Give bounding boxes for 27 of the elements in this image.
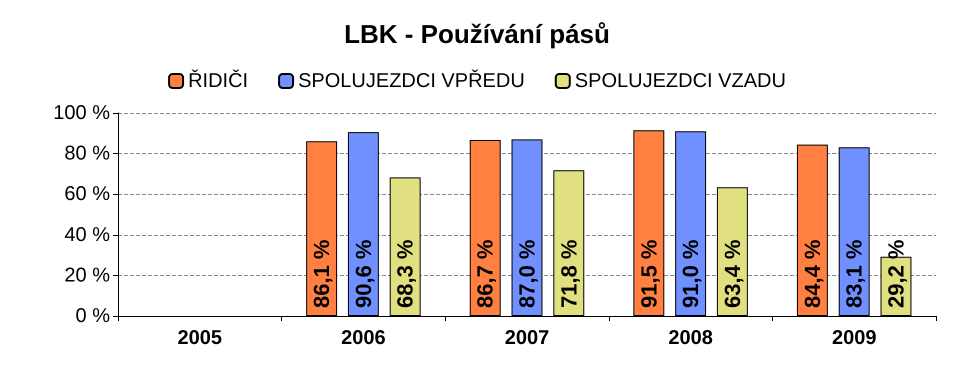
data-label: 84,4 % — [800, 240, 825, 308]
legend-label: SPOLUJEZDCI VPŘEDU — [298, 69, 525, 92]
y-tick-label: 0 % — [76, 305, 110, 327]
data-label: 86,1 % — [309, 240, 334, 308]
data-label: 83,1 % — [842, 240, 867, 308]
x-tick-label: 2005 — [178, 327, 222, 349]
legend-label: ŘIDIČI — [188, 69, 248, 92]
y-tick-label: 100 % — [53, 102, 110, 124]
data-label: 90,6 % — [350, 240, 376, 308]
y-tick-label: 40 % — [64, 224, 110, 246]
data-label: 29,2 % — [883, 240, 908, 308]
y-tick-label: 20 % — [64, 264, 110, 286]
x-tick-label: 2006 — [341, 327, 386, 349]
x-tick-label: 2008 — [668, 327, 713, 349]
data-label: 68,3 % — [392, 240, 418, 308]
data-label: 86,7 % — [472, 240, 498, 308]
data-label: 71,8 % — [556, 240, 582, 308]
x-tick-label: 2007 — [504, 327, 550, 349]
data-label: 91,5 % — [636, 240, 662, 308]
y-tick-label: 60 % — [64, 183, 110, 206]
x-tick-label: 2009 — [832, 327, 876, 349]
y-tick-label: 80 % — [64, 142, 110, 165]
data-label: 87,0 % — [514, 240, 540, 308]
data-label: 63,4 % — [720, 240, 745, 308]
legend-label: SPOLUJEZDCI VZADU — [574, 70, 786, 92]
chart-title: LBK - Používání pásů — [344, 19, 610, 49]
data-label: 91,0 % — [678, 240, 704, 308]
